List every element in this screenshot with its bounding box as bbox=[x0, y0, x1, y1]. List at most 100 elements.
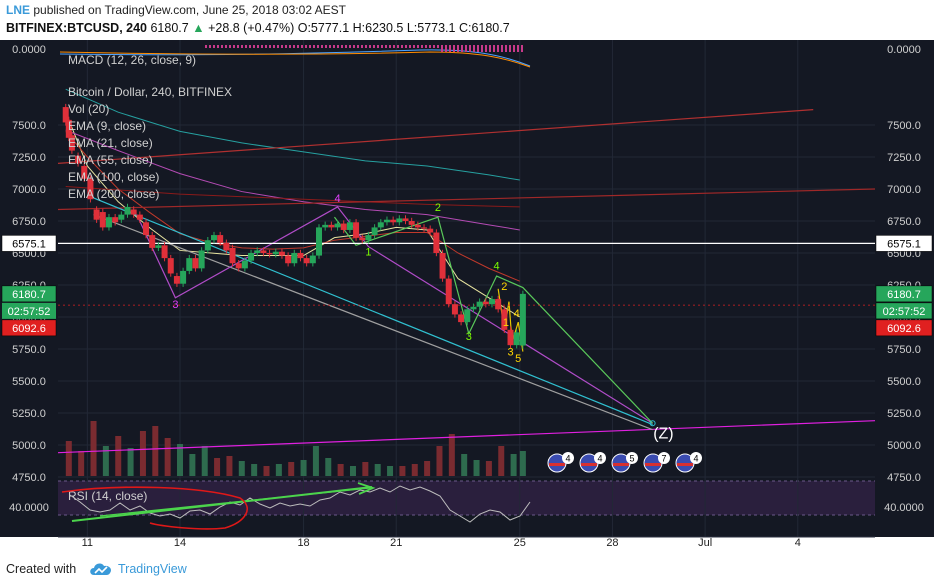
candle-body bbox=[217, 235, 224, 243]
macd-histogram-bar bbox=[441, 45, 443, 52]
y-tick-label-left: 5750.0 bbox=[12, 344, 46, 356]
candle-body bbox=[248, 253, 255, 261]
macd-histogram-bar bbox=[365, 45, 367, 48]
gray-channel-line bbox=[93, 214, 653, 431]
wave-label: 4 bbox=[334, 193, 340, 205]
candle-body bbox=[87, 178, 94, 200]
candle-body bbox=[402, 218, 409, 221]
macd-histogram-bar bbox=[501, 45, 503, 52]
macd-label: MACD (12, 26, close, 9) bbox=[68, 53, 196, 67]
drawing-tools[interactable] bbox=[57, 109, 876, 454]
x-tick-label: 11 bbox=[82, 537, 93, 549]
y-tick-label-left: 5000.0 bbox=[12, 440, 46, 452]
volume-bar bbox=[226, 456, 233, 476]
us-flag-stripe bbox=[613, 463, 629, 466]
candle-body bbox=[285, 255, 292, 264]
candle-body bbox=[235, 263, 242, 269]
price-tag-right: 6092.6 bbox=[887, 323, 921, 335]
event-count-badge bbox=[626, 452, 638, 464]
macd-histogram-bar bbox=[465, 45, 467, 52]
macd-histogram-bar bbox=[309, 45, 311, 48]
macd-histogram-bar bbox=[361, 45, 363, 48]
legend-entry: EMA (100, close) bbox=[68, 170, 159, 184]
price-tag-bg bbox=[875, 285, 933, 303]
candle-body bbox=[371, 227, 378, 236]
macd-pane: MACD (12, 26, close, 9) bbox=[59, 45, 531, 68]
macd-histogram-bar bbox=[245, 45, 247, 48]
symbol-label: BITFINEX:BTCUSD, 240 bbox=[6, 21, 147, 35]
price-tags: 6575.1 6575.1 6180.7 6180.7 02:57:52 02:57:52… bbox=[1, 235, 933, 337]
y-tick-label-right: 5250.0 bbox=[887, 408, 921, 420]
candlestick-series[interactable] bbox=[62, 103, 526, 349]
event-badges[interactable]: 4 4 5 7 4 bbox=[547, 452, 702, 473]
macd-histogram-bar bbox=[297, 45, 299, 48]
rsi-axis-tick-left: 40.0000 bbox=[9, 502, 49, 514]
rsi-axis-tick: 40.0000 bbox=[884, 502, 924, 514]
macd-histogram-bar bbox=[329, 45, 331, 48]
macd-histogram-bar bbox=[357, 45, 359, 48]
wave-label: 1 bbox=[503, 317, 509, 329]
macd-histogram-bar bbox=[445, 45, 447, 52]
y-tick-label-left: 5250.0 bbox=[12, 408, 46, 420]
volume-bar bbox=[374, 464, 381, 476]
wave-label: 2 bbox=[501, 281, 507, 293]
x-tick-label: Jul bbox=[698, 537, 712, 549]
candle-body bbox=[105, 217, 112, 228]
macd-histogram-bar bbox=[285, 45, 287, 48]
price-tag-bg bbox=[875, 235, 933, 252]
macd-histogram-bar bbox=[405, 45, 407, 48]
y-tick-label-right: 4750.0 bbox=[887, 472, 921, 484]
candle-body bbox=[272, 251, 279, 255]
tradingview-brand[interactable]: TradingView bbox=[118, 562, 187, 576]
macd-histogram-bar bbox=[397, 45, 399, 48]
candle-body bbox=[229, 247, 236, 264]
macd-histogram-bar bbox=[505, 45, 507, 52]
macd-histogram-bar bbox=[421, 45, 423, 48]
volume-bar bbox=[312, 446, 319, 476]
volume-bar bbox=[436, 446, 443, 476]
macd-histogram-bar bbox=[221, 45, 223, 48]
event-count-label: 4 bbox=[565, 454, 570, 464]
macd-axis-tick: 0.0000 bbox=[887, 44, 921, 56]
candle-body bbox=[204, 240, 211, 251]
macd-histogram-bar bbox=[385, 45, 387, 48]
macd-histogram-bar bbox=[461, 45, 463, 52]
candle-body bbox=[291, 253, 298, 264]
candle-body bbox=[439, 253, 446, 279]
candle-body bbox=[254, 250, 261, 253]
volume-bar bbox=[325, 458, 332, 476]
event-count-badge bbox=[594, 452, 606, 464]
wave-label: 5 bbox=[515, 353, 521, 365]
chart-legend: Bitcoin / Dollar, 240, BITFINEX Vol (20) E… bbox=[68, 85, 232, 201]
candle-body bbox=[143, 222, 150, 236]
footer: Created with TradingView bbox=[0, 553, 934, 586]
volume-bar bbox=[251, 464, 258, 476]
candle-body bbox=[421, 227, 428, 229]
us-flag-stripe bbox=[645, 463, 661, 466]
price-tag-bg bbox=[875, 302, 933, 320]
tradingview-cloud-icon bbox=[90, 563, 112, 575]
green-wave-path bbox=[333, 216, 654, 424]
candle-body bbox=[149, 235, 156, 248]
candle-body bbox=[186, 258, 193, 271]
event-count-label: 4 bbox=[693, 454, 698, 464]
macd-histogram-bar bbox=[253, 45, 255, 48]
candle-body bbox=[464, 309, 471, 323]
macd-histogram-bar bbox=[425, 45, 427, 48]
candle-body bbox=[328, 224, 335, 228]
price-tag-bg-left bbox=[1, 235, 57, 252]
macd-histogram-bar bbox=[273, 45, 275, 48]
macd-histogram-bar bbox=[521, 45, 523, 52]
y-tick-label-right: 5500.0 bbox=[887, 376, 921, 388]
volume-bar bbox=[485, 461, 492, 476]
candle-body bbox=[303, 258, 310, 264]
volume-bar bbox=[177, 444, 184, 476]
y-tick-label-right: 7250.0 bbox=[887, 152, 921, 164]
volume-bar bbox=[337, 464, 344, 476]
candle-body bbox=[414, 224, 421, 228]
author-name[interactable]: LNE bbox=[6, 3, 30, 17]
volume-bar bbox=[448, 434, 455, 476]
rsi-trendline-green-2 bbox=[99, 487, 371, 517]
candle-body bbox=[118, 214, 125, 220]
